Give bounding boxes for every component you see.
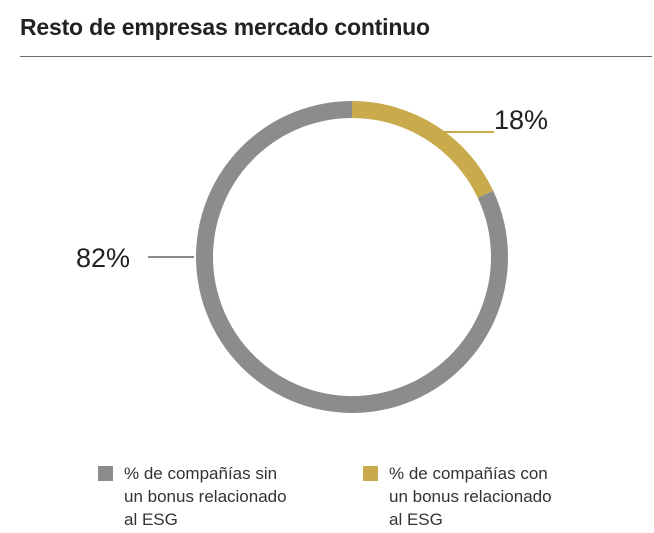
legend-swatch-sin-bonus (98, 466, 113, 481)
legend-label-sin-bonus: % de compañías sin un bonus relacionado … (124, 464, 287, 529)
legend-label-con-bonus: % de compañías con un bonus relacionado … (389, 464, 552, 529)
slice-con-bonus (352, 101, 494, 198)
legend-item-sin-bonus: % de compañías sin un bonus relacionado … (98, 462, 287, 531)
title-divider (20, 56, 652, 57)
legend-swatch-con-bonus (363, 466, 378, 481)
data-label-con-bonus: 18% (494, 105, 548, 135)
chart-title: Resto de empresas mercado continuo (20, 14, 430, 40)
legend-item-con-bonus: % de compañías con un bonus relacionado … (363, 462, 552, 531)
data-label-sin-bonus: 82% (76, 243, 130, 273)
